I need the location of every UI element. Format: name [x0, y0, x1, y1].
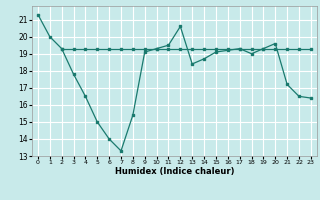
X-axis label: Humidex (Indice chaleur): Humidex (Indice chaleur): [115, 167, 234, 176]
